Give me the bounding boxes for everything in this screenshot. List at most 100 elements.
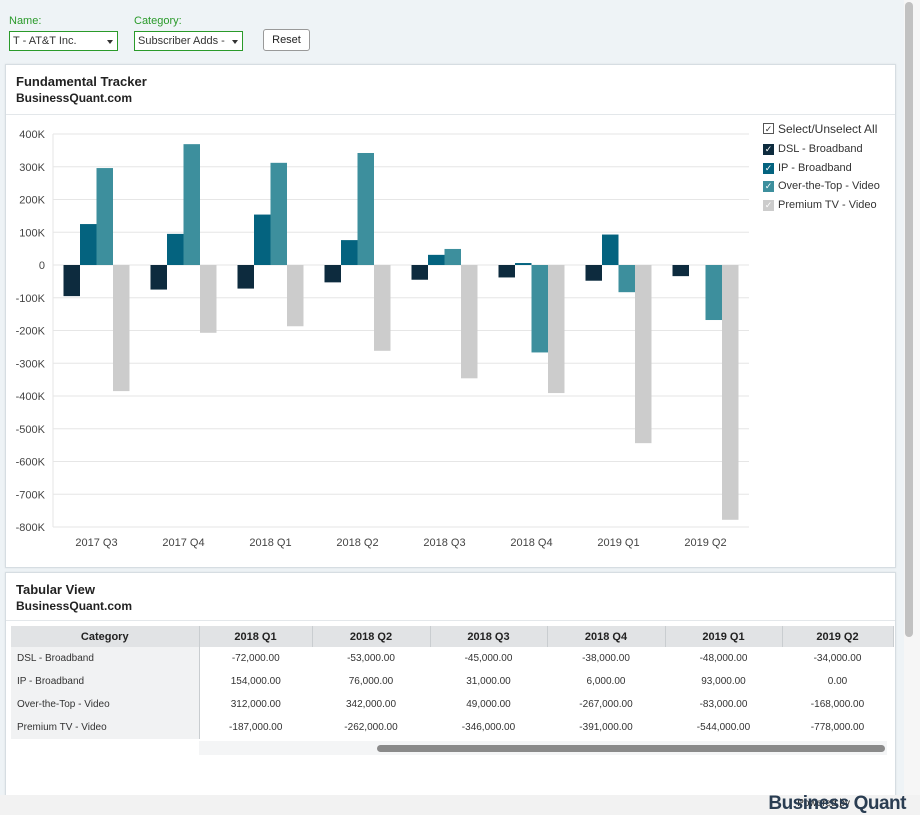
bar	[722, 265, 739, 520]
chart-panel-subtitle: BusinessQuant.com	[16, 91, 133, 105]
bar	[150, 265, 167, 290]
table-panel-divider	[6, 620, 895, 621]
table-cell: 31,000.00	[466, 676, 511, 687]
table-cell: 0.00	[827, 676, 848, 687]
table-cell: -778,000.00	[810, 722, 865, 733]
table-cell: 76,000.00	[348, 676, 394, 687]
x-tick-label: 2018 Q2	[336, 537, 378, 549]
legend-label: Premium TV - Video	[778, 199, 877, 211]
table-cell: Premium TV - Video	[11, 716, 200, 739]
table-cell: -53,000.00	[347, 653, 395, 664]
table-cell: 154,000.00	[230, 676, 281, 687]
bar	[357, 152, 374, 265]
table-header-row: Category 2018 Q1 2018 Q2 2018 Q3 2018 Q4…	[11, 626, 894, 647]
checkbox-icon: ✓	[763, 181, 774, 192]
name-select[interactable]: T - AT&T Inc.	[9, 31, 118, 51]
table-cell: Over-the-Top - Video	[11, 693, 200, 716]
bar	[63, 265, 80, 297]
legend-label: Over-the-Top - Video	[778, 180, 880, 192]
bar	[498, 265, 515, 278]
bar	[324, 265, 341, 283]
checkbox-icon: ✓	[763, 144, 774, 155]
table-cell: -168,000.00	[810, 699, 865, 710]
bar	[531, 265, 548, 353]
y-tick-label: 400K	[19, 129, 45, 141]
bar	[183, 144, 200, 265]
chart-panel-title: Fundamental Tracker	[16, 74, 147, 89]
y-tick-label: 200K	[19, 195, 45, 207]
category-select-value: Subscriber Adds -	[138, 35, 225, 47]
bar	[705, 265, 722, 321]
vertical-scrollbar-thumb[interactable]	[905, 2, 913, 637]
table-row: Over-the-Top - Video 312,000.00 342,000.…	[11, 693, 893, 716]
x-tick-label: 2019 Q2	[684, 537, 726, 549]
table-cell: -45,000.00	[464, 653, 513, 664]
category-label: Category:	[134, 15, 182, 27]
table-cell: -83,000.00	[699, 699, 748, 710]
data-table: Category 2018 Q1 2018 Q2 2018 Q3 2018 Q4…	[11, 626, 894, 739]
horizontal-scrollbar-thumb[interactable]	[377, 745, 885, 752]
footer: Powered by Business Quant	[0, 793, 920, 815]
checkbox-icon: ✓	[763, 163, 774, 174]
chart-panel-divider	[6, 114, 895, 115]
y-tick-label: 0	[39, 260, 45, 272]
bar	[585, 265, 602, 281]
x-tick-label: 2018 Q1	[249, 537, 291, 549]
table-cell: IP - Broadband	[11, 670, 200, 693]
table-row: IP - Broadband 154,000.00 76,000.00 31,0…	[11, 670, 893, 693]
reset-button[interactable]: Reset	[263, 29, 310, 51]
y-tick-label: 100K	[19, 227, 45, 239]
chevron-down-icon	[107, 40, 113, 44]
bar	[428, 254, 445, 265]
business-quant-logo[interactable]: Business Quant	[768, 793, 906, 814]
name-select-value: T - AT&T Inc.	[13, 35, 77, 47]
table-row: Premium TV - Video -187,000.00 -262,000.…	[11, 716, 893, 739]
legend-select-all-label: Select/Unselect All	[778, 122, 878, 136]
table-cell: -267,000.00	[579, 699, 633, 710]
column-header: Category	[11, 626, 200, 647]
chevron-down-icon	[232, 40, 238, 44]
y-tick-label: -700K	[16, 489, 46, 501]
table-cell: -391,000.00	[579, 722, 633, 733]
bar	[515, 263, 532, 265]
table-panel: Tabular View BusinessQuant.com Category …	[5, 572, 896, 800]
table-panel-subtitle: BusinessQuant.com	[16, 599, 133, 613]
table-cell: DSL - Broadband	[11, 647, 200, 670]
powered-by-label: Powered by	[797, 798, 850, 809]
table-cell: 342,000.00	[345, 699, 397, 710]
bar	[411, 265, 428, 280]
table-row: DSL - Broadband -72,000.00 -53,000.00 -4…	[11, 647, 893, 670]
y-tick-label: 300K	[19, 162, 45, 174]
bar	[341, 240, 358, 265]
name-label: Name:	[9, 15, 42, 27]
table-cell: 312,000.00	[230, 699, 281, 710]
bar-chart: 400K 300K 200K 100K 0 -100K -200K -300K -400K -50…	[16, 129, 749, 549]
legend-label: IP - Broadband	[778, 162, 852, 174]
bar	[672, 265, 689, 277]
table-cell: -262,000.00	[344, 722, 398, 733]
horizontal-scrollbar[interactable]	[199, 741, 887, 755]
column-header: 2019 Q2	[782, 626, 894, 647]
y-tick-label: -600K	[16, 457, 46, 469]
x-tick-label: 2017 Q3	[75, 537, 117, 549]
table-panel-title: Tabular View	[16, 582, 95, 597]
column-header: 2018 Q2	[312, 626, 431, 647]
checkbox-icon: ✓	[763, 200, 774, 211]
table-cell: 49,000.00	[466, 699, 511, 710]
bar	[254, 214, 271, 265]
column-header: 2018 Q4	[547, 626, 666, 647]
bar	[237, 265, 254, 289]
table-cell: -544,000.00	[696, 722, 751, 733]
y-tick-label: -100K	[16, 293, 46, 305]
bar	[461, 265, 478, 379]
category-select[interactable]: Subscriber Adds -	[134, 31, 243, 51]
table-cell: -346,000.00	[461, 722, 516, 733]
table-cell: 93,000.00	[701, 676, 746, 687]
table-cell: 6,000.00	[586, 676, 626, 687]
chart-panel: Fundamental Tracker BusinessQuant.com 40…	[5, 64, 896, 568]
x-tick-label: 2017 Q4	[162, 537, 204, 549]
bar	[618, 265, 635, 293]
bar	[287, 265, 304, 327]
x-tick-label: 2019 Q1	[597, 537, 639, 549]
column-header: 2018 Q1	[199, 626, 313, 647]
